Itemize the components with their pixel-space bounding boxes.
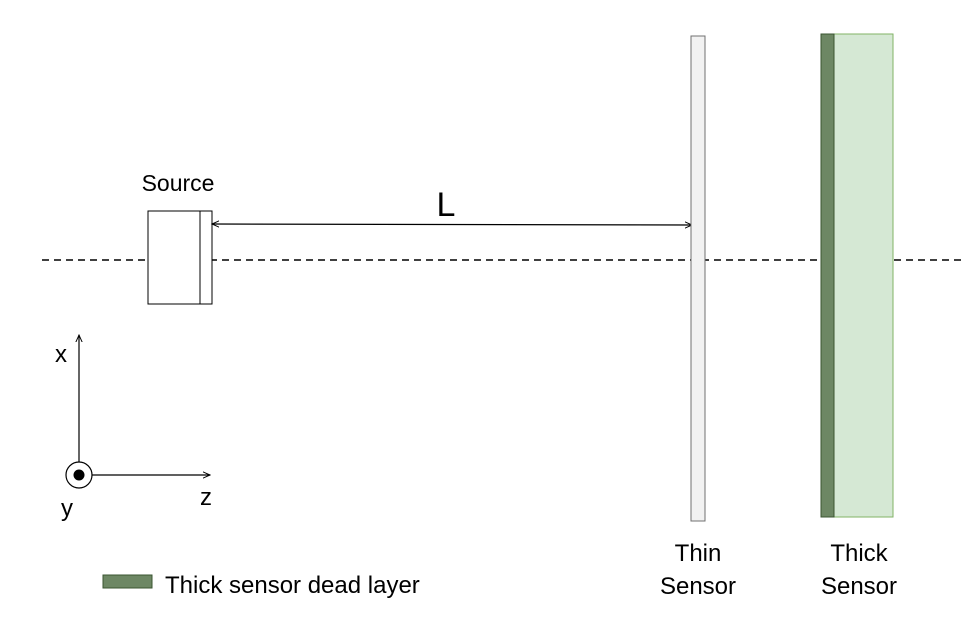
- source-label: Source: [142, 170, 215, 196]
- legend-dead-layer-swatch: [102, 574, 153, 589]
- axis-z-label: z: [200, 484, 212, 511]
- thick-sensor-label-line2: Sensor: [821, 573, 897, 600]
- source-window: [199, 210, 213, 305]
- thin-sensor-label-line2: Sensor: [660, 573, 736, 600]
- source: [147, 210, 213, 305]
- thin-sensor: [690, 35, 706, 522]
- axis-y-label: y: [61, 495, 73, 522]
- axis-x-label: x: [55, 341, 67, 368]
- thick-sensor: [832, 33, 894, 518]
- thick-sensor-label-line1: Thick: [830, 540, 888, 567]
- source-body: [147, 210, 201, 305]
- legend: Thick sensor dead layer: [102, 572, 420, 599]
- legend-dead-layer-label: Thick sensor dead layer: [165, 572, 420, 599]
- thick-sensor-dead-layer: [820, 33, 835, 518]
- coordinate-axes: [65, 335, 210, 489]
- distance-label: L: [437, 186, 456, 224]
- axis-y-out-of-page-dot: [73, 469, 85, 481]
- thin-sensor-label-line1: Thin: [675, 540, 722, 567]
- distance-arrow: [212, 224, 692, 225]
